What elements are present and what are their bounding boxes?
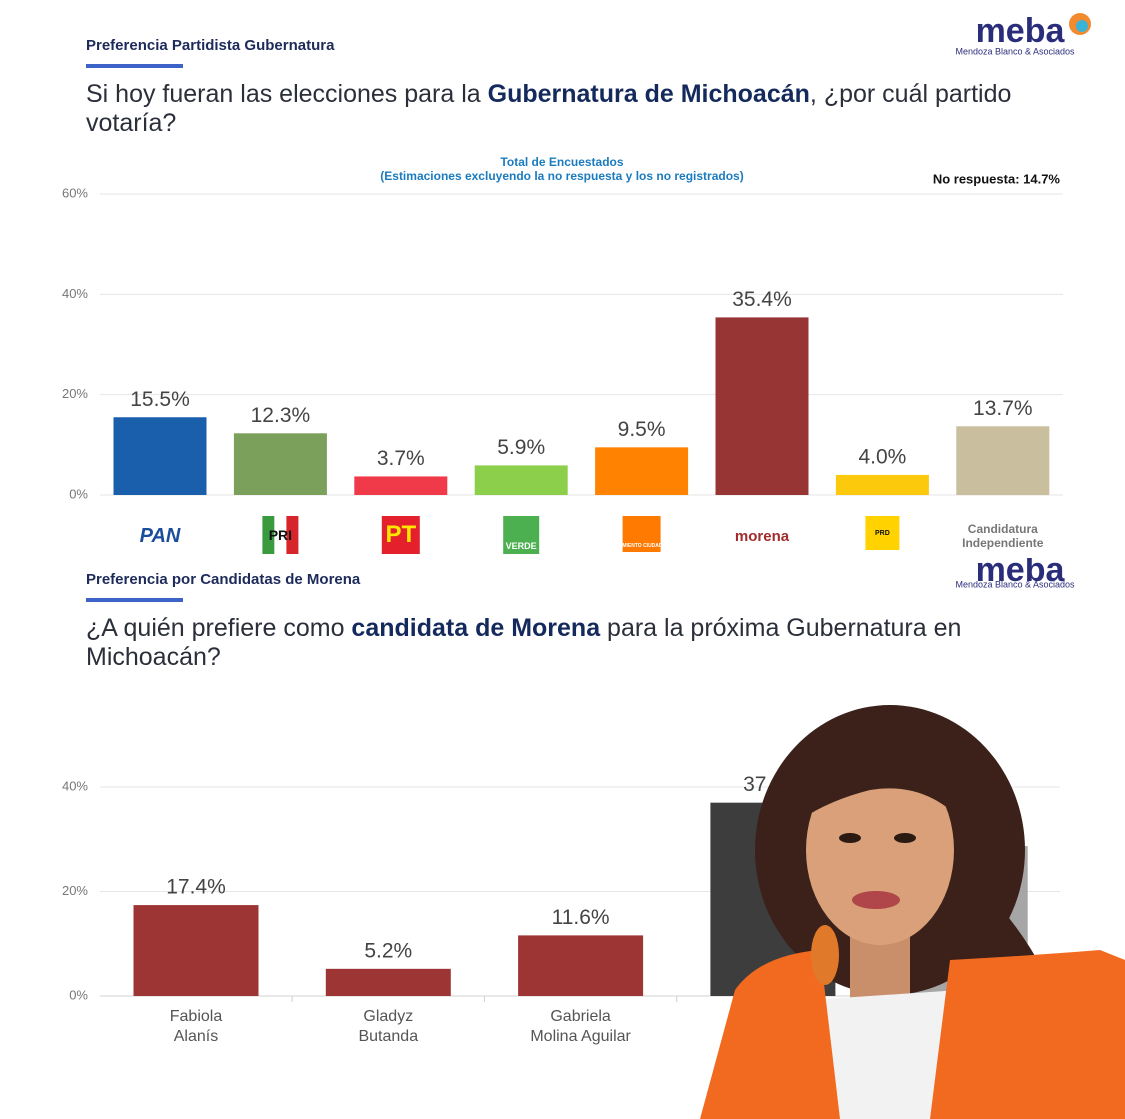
value-label: 12.3% (251, 404, 311, 427)
bar (956, 426, 1050, 495)
bar (233, 433, 327, 495)
value-label: 17.4% (166, 876, 226, 899)
x-tick-label: PAN (139, 525, 181, 547)
bar (474, 465, 568, 495)
value-label: 3.7% (377, 447, 425, 470)
x-tick-label: MOVIMIENTO CIUDADANO (609, 543, 674, 549)
logo-box (262, 516, 275, 554)
question-text: Si hoy fueran las elecciones para la (86, 80, 488, 108)
x-tick-label: Candidatura Independiente (962, 522, 1044, 550)
subtitle: Total de Encuestados (500, 155, 623, 169)
question-bold: candidata de Morena (351, 614, 601, 642)
logo-tagline: Mendoza Blanco & Asociados (955, 579, 1075, 589)
y-tick-label: 20% (62, 883, 88, 898)
y-tick-label: 0% (69, 486, 88, 501)
chart-title: Preferencia Partidista Gubernatura (86, 37, 335, 54)
x-tick-label: Fabiola Alanís (169, 1008, 223, 1045)
value-label: 11.6% (552, 906, 610, 929)
value-label: 13.7% (973, 397, 1033, 420)
question: Si hoy fueran las elecciones para la Gub… (86, 80, 1036, 138)
logo-box (381, 516, 420, 554)
logo-box (622, 516, 661, 552)
title-underline (86, 598, 183, 602)
y-tick-label: 0% (69, 987, 88, 1002)
logo-icon (1076, 20, 1088, 32)
chart-title: Preferencia por Candidatas de Morena (86, 571, 361, 588)
y-tick-label: 40% (62, 286, 88, 301)
logo-box (286, 516, 299, 554)
value-label: 5.2% (364, 939, 412, 962)
x-tick-label: morena (734, 527, 790, 545)
bar (715, 317, 809, 495)
value-label: 15.5% (130, 388, 190, 411)
x-tick-label: PRI (268, 527, 293, 543)
logo-box (274, 516, 287, 554)
bar (354, 476, 448, 495)
x-tick-label: Gabriela Molina Aguilar (530, 1008, 631, 1045)
bar (595, 447, 689, 495)
y-tick-label: 20% (62, 386, 88, 401)
question-text: para la próxima Gubernatura en Michoacán… (86, 614, 962, 671)
bar (835, 474, 929, 495)
bar (133, 905, 259, 996)
question-text: , ¿por cuál partido votaría? (86, 80, 1012, 137)
bar (113, 417, 207, 495)
x-tick-label: PRD (875, 529, 890, 537)
value-label: 9.5% (618, 418, 666, 441)
annotation: No respuesta: 14.7% (933, 171, 1061, 186)
title-underline (86, 64, 183, 68)
question: ¿A quién prefiere como candidata de More… (86, 614, 1036, 672)
logo-box (503, 516, 540, 554)
logo-tagline: Mendoza Blanco & Asociados (955, 46, 1075, 56)
value-label: 35.4% (732, 288, 792, 311)
x-tick-label: VERDE (505, 541, 537, 551)
bar (518, 935, 644, 996)
value-label: 4.0% (858, 445, 906, 468)
value-label: 5.9% (497, 436, 545, 459)
logo-name: meba (976, 12, 1066, 50)
logo-box (865, 516, 900, 550)
panel-edge (935, 540, 1105, 558)
x-tick-label: Gladyz Butanda (358, 1008, 419, 1045)
y-tick-label: 60% (62, 185, 88, 200)
y-tick-label: 40% (62, 778, 88, 793)
x-tick-label: PT (385, 521, 417, 548)
question-text: ¿A quién prefiere como (86, 614, 352, 642)
question-bold: Gubernatura de Michoacán (487, 80, 810, 108)
bar (325, 968, 451, 996)
subtitle: (Estimaciones excluyendo la no respuesta… (380, 169, 743, 183)
